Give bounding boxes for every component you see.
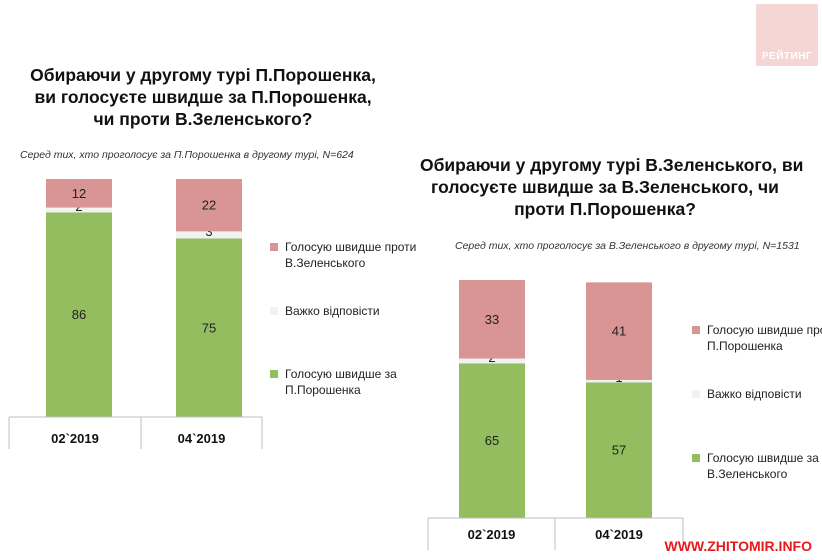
legend-swatch-right-hard <box>692 390 700 398</box>
bar-label-left-02`2019-for: 86 <box>72 307 86 322</box>
bar-right-02`2019-against <box>459 280 525 359</box>
bar-left-04`2019-for <box>176 238 242 417</box>
chart-right-title: Обираючи у другому турі В.Зеленського, в… <box>420 154 804 220</box>
bar-label-right-04`2019-for: 57 <box>612 443 626 458</box>
legend-swatch-left-against <box>270 243 278 251</box>
legend-label-left-for: Голосую швидше за П.Порошенка <box>285 367 397 397</box>
rating-logo-text: РЕЙТИНГ <box>761 51 813 62</box>
bar-right-04`2019-hard <box>586 379 652 383</box>
legend-swatch-left-for <box>270 370 278 378</box>
bar-left-02`2019-hard <box>46 207 112 213</box>
chart-left-title-line: Обираючи у другому турі П.Порошенка, <box>30 65 376 85</box>
bar-left-02`2019-against <box>46 179 112 208</box>
bar-left-02`2019-for <box>46 212 112 417</box>
chart-left-title-line: ви голосуєте швидше за П.Порошенка, <box>34 87 372 107</box>
legend-label-right-for: Голосую швидше за В.Зеленського <box>707 451 819 481</box>
chart-right-subtitle: Серед тих, хто проголосує за В.Зеленсько… <box>455 240 800 252</box>
bar-label-right-04`2019-against: 41 <box>612 324 626 339</box>
legend-swatch-right-against <box>692 326 700 334</box>
bar-label-left-04`2019-for: 75 <box>202 320 216 335</box>
chart-left-title-line: чи проти В.Зеленського? <box>93 109 313 129</box>
bar-right-04`2019-for <box>586 382 652 518</box>
chart-right-title-line: Обираючи у другому турі В.Зеленського, в… <box>420 155 804 175</box>
bar-label-left-04`2019-hard: 3 <box>205 224 212 239</box>
legend-label-left-hard: Важко відповісти <box>285 304 380 318</box>
rating-logo: РЕЙТИНГ <box>756 4 818 66</box>
legend-label-right-hard: Важко відповісти <box>707 387 802 401</box>
chart-left-subtitle: Серед тих, хто проголосує за П.Порошенка… <box>20 149 354 161</box>
chart-right-title-line: голосуєте швидше за В.Зеленського, чи <box>431 177 779 197</box>
x-tick-label-left: 04`2019 <box>178 431 226 446</box>
bar-right-02`2019-hard <box>459 358 525 364</box>
bar-label-left-04`2019-against: 22 <box>202 198 216 213</box>
legend-swatch-left-hard <box>270 307 278 315</box>
x-tick-label-right: 04`2019 <box>595 527 643 542</box>
watermark: WWW.ZHITOMIR.INFO <box>664 538 813 554</box>
bar-left-04`2019-against <box>176 179 242 232</box>
bar-right-04`2019-against <box>586 282 652 380</box>
bar-label-right-02`2019-against: 33 <box>485 312 499 327</box>
chart-left-title: Обираючи у другому турі П.Порошенка, ви … <box>18 64 388 130</box>
chart-right-title-line: проти П.Порошенка? <box>514 199 696 219</box>
legend-label-left-against: Голосую швидше проти В.Зеленського <box>285 240 416 270</box>
x-tick-label-left: 02`2019 <box>51 431 99 446</box>
legend-swatch-right-for <box>692 454 700 462</box>
bar-right-02`2019-for <box>459 363 525 518</box>
bar-label-left-02`2019-against: 12 <box>72 186 86 201</box>
x-tick-label-right: 02`2019 <box>468 527 516 542</box>
bar-left-04`2019-hard <box>176 231 242 239</box>
bar-label-right-02`2019-for: 65 <box>485 433 499 448</box>
